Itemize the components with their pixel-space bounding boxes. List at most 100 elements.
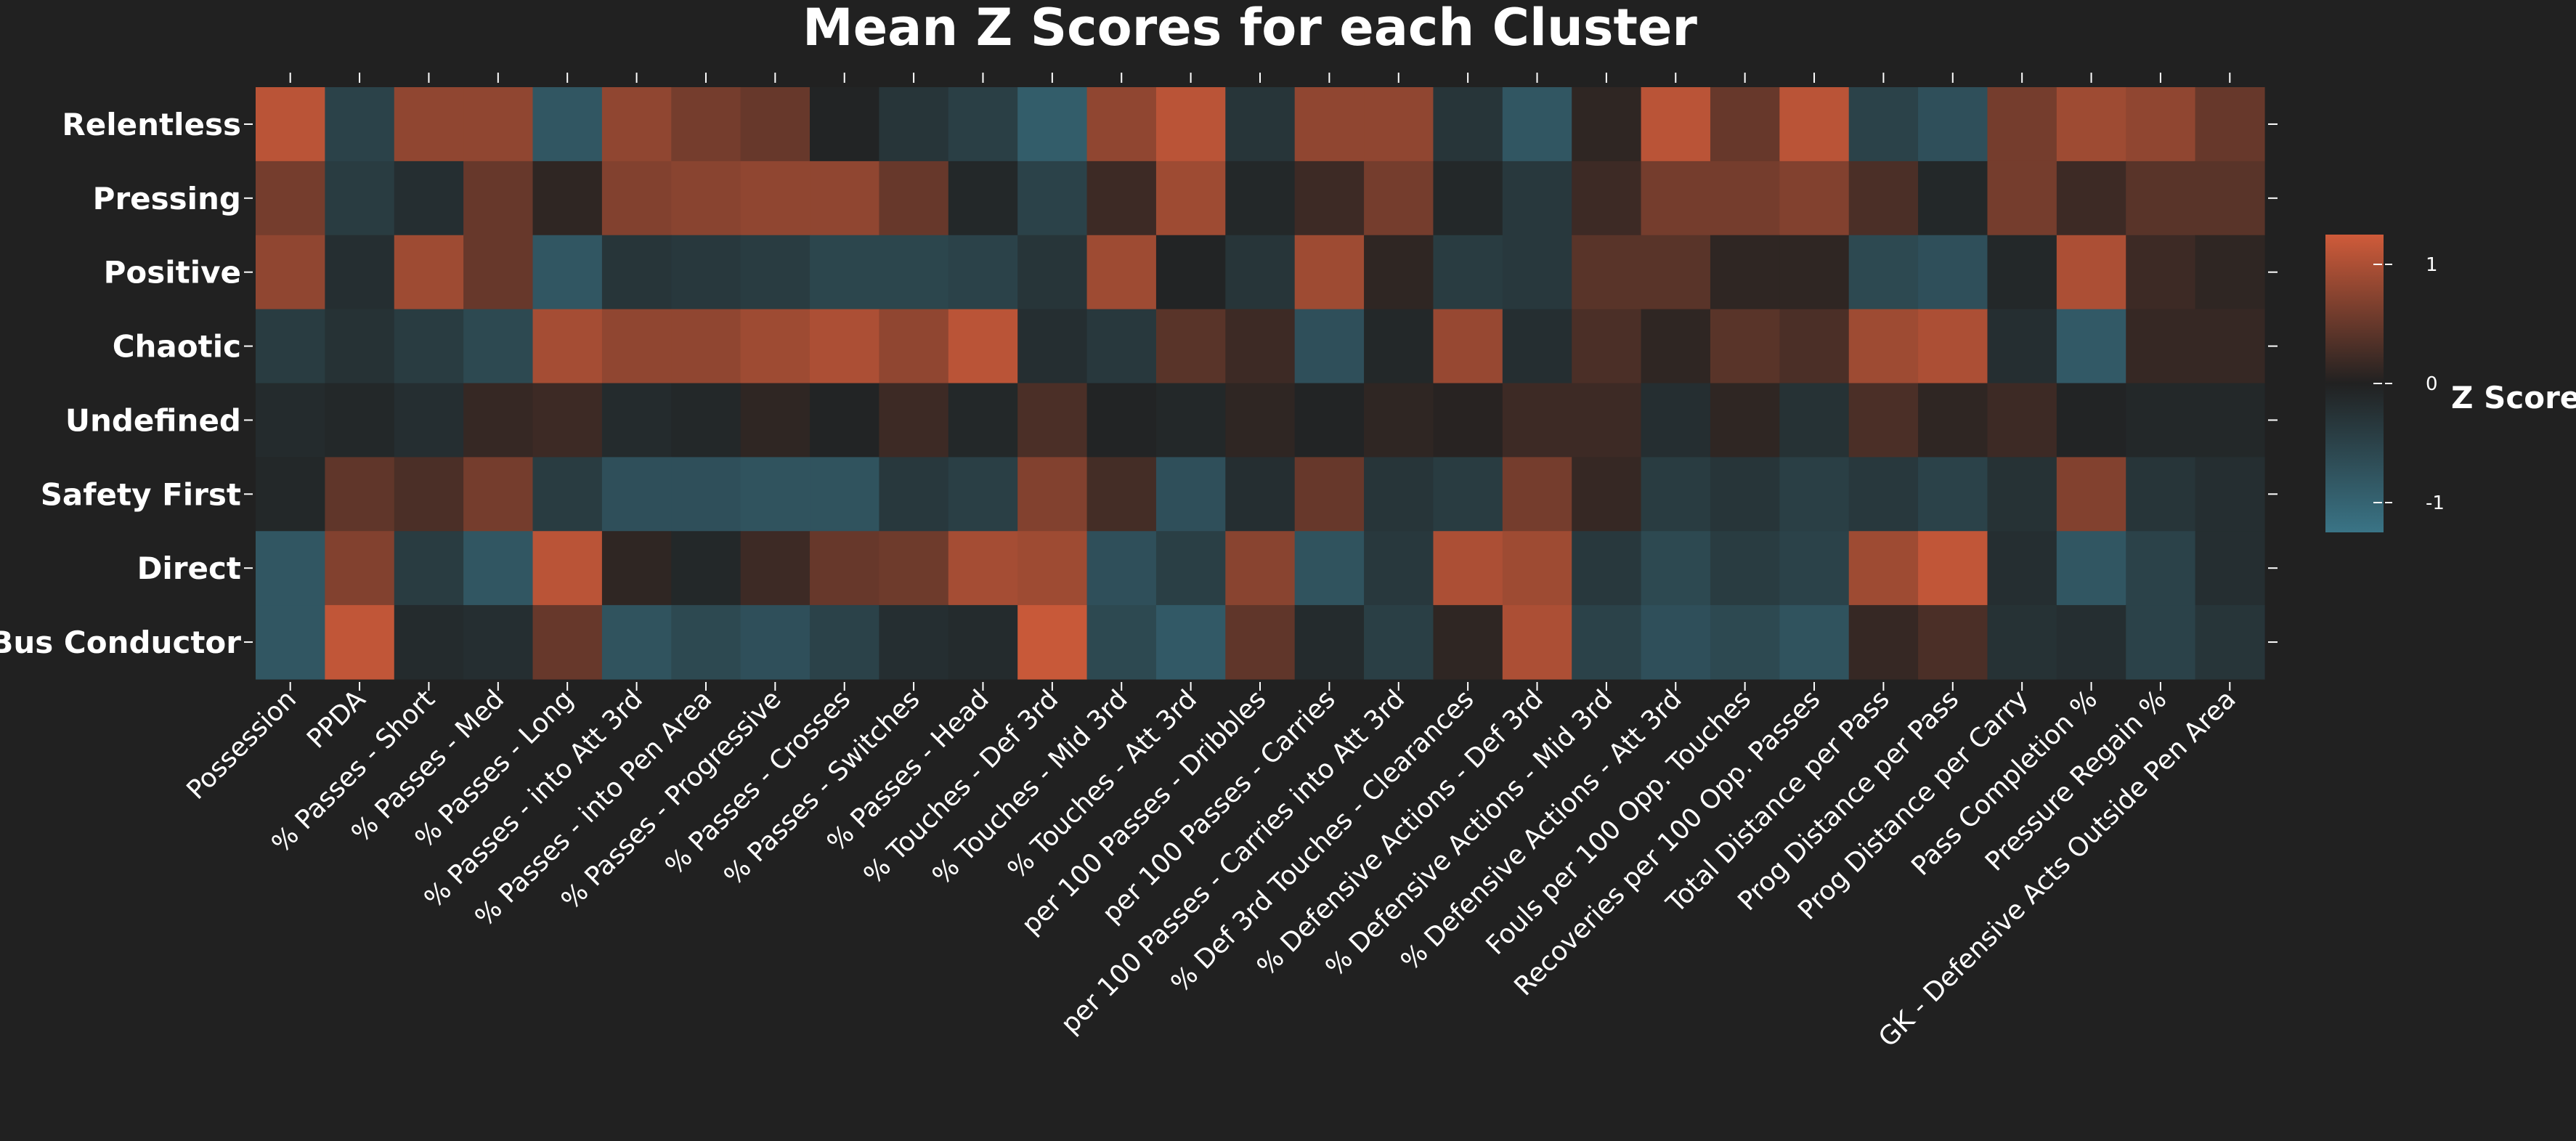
heatmap-cell [325,383,394,458]
heatmap-cell [1087,531,1157,605]
heatmap-cell [1918,161,1988,235]
heatmap-cell [1503,531,1572,605]
heatmap-cell [256,457,325,531]
heatmap-cell [1710,87,1780,161]
heatmap-cell [256,161,325,235]
heatmap-cell [1572,531,1641,605]
heatmap-cell [1987,457,2057,531]
heatmap-cell [2126,457,2195,531]
column-labels: Possession PPDA% Passes - Short% Passes -… [182,682,2242,1053]
heatmap-cell [1918,235,1988,309]
heatmap-cell [1503,161,1572,235]
heatmap-cell [1433,457,1503,531]
heatmap-cell [1225,531,1295,605]
heatmap-cell [2195,309,2265,383]
heatmap-cell [1087,87,1157,161]
heatmap-cell [741,235,810,309]
heatmap-cell [879,383,948,458]
heatmap-cell [948,457,1018,531]
heatmap-cell [1779,531,1849,605]
heatmap-cell [1225,605,1295,679]
heatmap-cell [1572,457,1641,531]
heatmap-cell [1364,309,1434,383]
heatmap-cell [1849,235,1919,309]
heatmap-cell [1156,161,1226,235]
heatmap-cell [1156,87,1226,161]
heatmap-cell [1225,235,1295,309]
heatmap-cell [394,531,464,605]
heatmap-cell [810,87,879,161]
heatmap-cell [394,87,464,161]
heatmap-cell [1987,531,2057,605]
heatmap-cell [948,531,1018,605]
heatmap-cell [2195,531,2265,605]
heatmap-cell [1710,383,1780,458]
heatmap-cell [2126,309,2195,383]
heatmap-cell [948,161,1018,235]
row-label: Undefined [65,402,241,438]
heatmap-cell [1987,87,2057,161]
heatmap-cell [533,457,603,531]
row-labels: Relentless Pressing Positive Chaotic Undefin… [0,107,253,660]
heatmap-cell [741,605,810,679]
heatmap-cell [1641,309,1711,383]
chart-title: Mean Z Scores for each Cluster [803,0,1697,57]
heatmap-cell [671,383,741,458]
heatmap-cell [463,235,533,309]
heatmap-cell [1987,235,2057,309]
heatmap-cell [1710,309,1780,383]
heatmap-cell [2195,457,2265,531]
heatmap-cell [1225,309,1295,383]
heatmap-cell [2126,605,2195,679]
heatmap-cell [1849,87,1919,161]
heatmap-cell [1087,383,1157,458]
heatmap-cell [1918,309,1988,383]
heatmap-cell [2195,383,2265,458]
heatmap-cell [533,309,603,383]
heatmap-cell [1503,605,1572,679]
heatmap-cell [463,383,533,458]
heatmap-cell [1017,531,1087,605]
heatmap-cell [2195,235,2265,309]
heatmap-cell [1295,457,1365,531]
heatmap-cell [879,531,948,605]
heatmap-cell [1156,235,1226,309]
heatmap-cell [256,309,325,383]
heatmap-cell [325,605,394,679]
heatmap-cell [1017,309,1087,383]
heatmap-cell [1017,87,1087,161]
heatmap-cell [602,161,672,235]
heatmap-cell [1987,161,2057,235]
colorbar-tick-label: 0 [2426,373,2438,395]
heatmap-cell [1849,605,1919,679]
heatmap-cell [394,309,464,383]
heatmap-cell [1017,457,1087,531]
heatmap-cell [671,605,741,679]
heatmap-cell [741,309,810,383]
heatmap-cell [879,309,948,383]
heatmap-cell [810,161,879,235]
heatmap-cell [1641,605,1711,679]
heatmap-cell [1225,457,1295,531]
heatmap-cell [1641,383,1711,458]
heatmap-cell [256,235,325,309]
heatmap-cell [810,457,879,531]
row-label: Bus Conductor [0,625,241,660]
heatmap-cell [256,87,325,161]
heatmap-cell [879,161,948,235]
heatmap-cell [1572,235,1641,309]
heatmap-cell [1710,161,1780,235]
heatmap-cell [1641,457,1711,531]
heatmap-cell [394,605,464,679]
heatmap-chart: Mean Z Scores for each Cluster Relentles… [0,0,2576,1141]
heatmap-cell [671,235,741,309]
heatmap-cell [533,383,603,458]
heatmap-cell [394,161,464,235]
heatmap-cell [1433,383,1503,458]
heatmap-cell [602,457,672,531]
heatmap-cell [325,87,394,161]
heatmap-cell [1641,161,1711,235]
colorbar-tick-label: 1 [2426,254,2438,276]
heatmap-cell [741,87,810,161]
heatmap-cell [1918,383,1988,458]
